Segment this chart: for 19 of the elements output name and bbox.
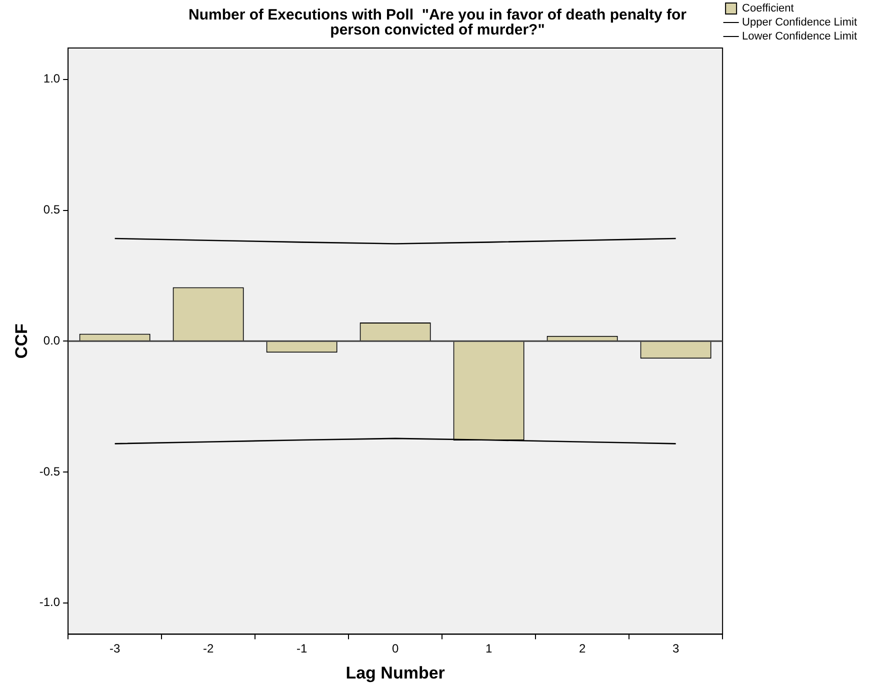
x-tick-label: -3 [109,642,120,656]
legend-label: Upper Confidence Limit [742,16,858,29]
y-axis-title: CCF [12,324,31,359]
legend-label: Coefficient [742,2,794,15]
x-tick-label: 0 [392,642,399,656]
x-tick-label: 1 [485,642,492,656]
y-tick-label: 0.5 [43,202,60,217]
y-tick-label: 0.0 [43,333,60,348]
x-tick-label: 3 [672,642,680,656]
y-tick-label: 1.0 [43,72,60,86]
text: person convicted of murder?" [330,22,545,39]
x-tick-label: -1 [296,642,308,656]
y-tick-label: -0.5 [39,464,60,478]
y-tick-label: -1.0 [39,595,60,610]
x-tick-label: 2 [578,642,586,656]
x-axis-title: Lag Number [346,663,446,682]
text: Number of Executions with Poll "Are you in favor of death penalty for [188,6,687,24]
legend-label: Lower Confidence Limit [742,30,858,43]
x-tick-label: -2 [202,642,214,656]
